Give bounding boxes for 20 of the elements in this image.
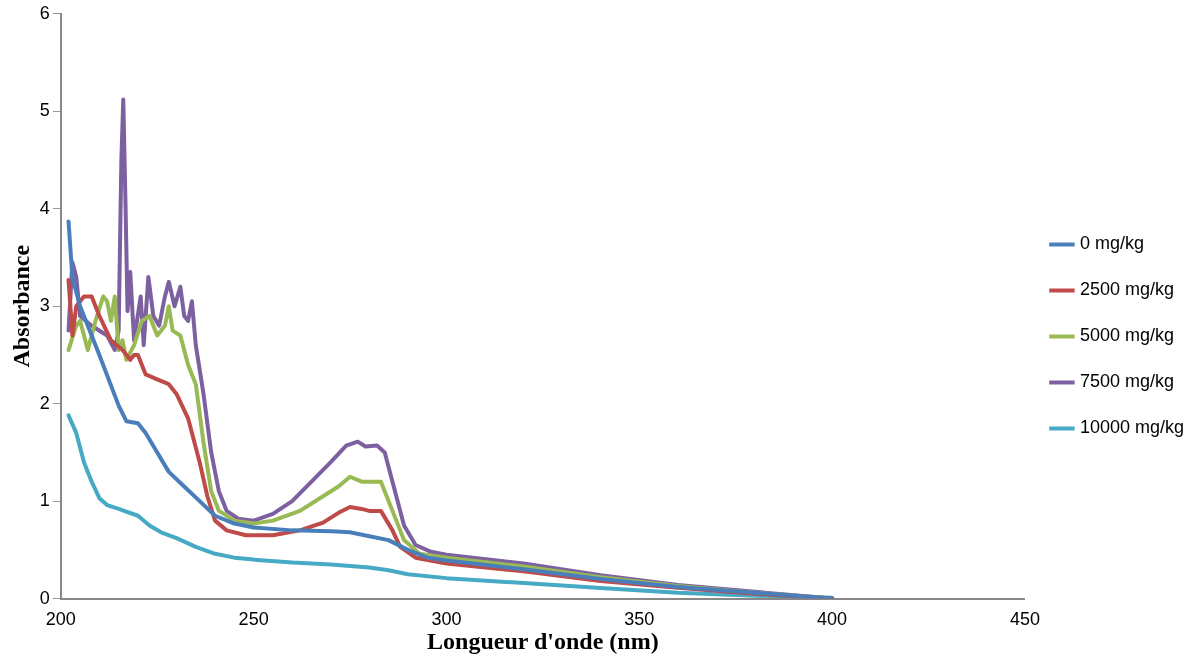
x-tick-label: 250: [238, 609, 269, 630]
legend-label: 5000 mg/kg: [1079, 325, 1174, 346]
y-axis-title: Absorbance: [7, 244, 34, 368]
y-tick-label: 0: [39, 587, 50, 608]
legend-label: 0 mg/kg: [1079, 233, 1144, 254]
y-tick-label: 3: [39, 295, 50, 316]
y-tick-label: 5: [39, 100, 50, 121]
legend-label: 7500 mg/kg: [1079, 371, 1174, 392]
x-tick-label: 450: [1009, 609, 1040, 630]
y-tick-label: 6: [39, 2, 50, 23]
y-tick-label: 4: [39, 197, 50, 218]
y-tick-label: 2: [39, 392, 50, 413]
legend-label: 2500 mg/kg: [1079, 279, 1174, 300]
legend-label: 10000 mg/kg: [1079, 417, 1185, 438]
x-tick-label: 350: [624, 609, 655, 630]
x-tick-label: 200: [45, 609, 76, 630]
x-tick-label: 300: [431, 609, 462, 630]
x-axis-title: Longueur d'onde (nm): [427, 627, 659, 654]
x-tick-label: 400: [817, 609, 848, 630]
y-tick-label: 1: [39, 490, 50, 511]
